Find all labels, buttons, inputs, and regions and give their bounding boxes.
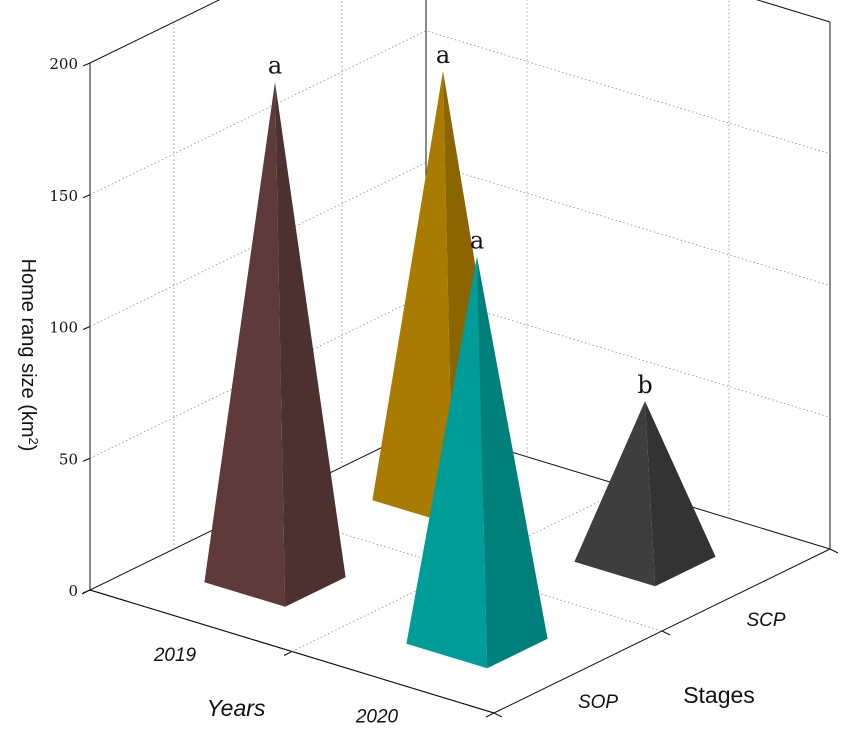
bars: a a b a (204, 41, 716, 669)
z-tick-label: 150 (49, 187, 78, 205)
pyramid-bar: a (204, 52, 346, 607)
year-label: 2020 (355, 706, 399, 727)
significance-letter: a (470, 227, 484, 255)
stage-label: SOP (578, 692, 618, 713)
significance-letter: b (637, 371, 652, 399)
z-tick-label: 100 (49, 319, 78, 337)
y-axis-title-main: Home rang size (km (17, 259, 39, 438)
significance-letter: a (436, 41, 450, 69)
pyramid-face-right (477, 256, 548, 669)
z-tick-label: 50 (59, 450, 78, 468)
pyramid-face-left (406, 256, 488, 669)
y-axis-title: Home rang size (km2) (17, 259, 41, 452)
category-labels: 2019 2020 SOP SCP (153, 610, 786, 727)
gridlines (89, 0, 831, 652)
z-tick-label: 200 (49, 55, 78, 73)
pyramid-face-right (275, 81, 346, 607)
pyramid-face-left (204, 81, 286, 607)
years-axis-title: Years (207, 695, 266, 721)
pyramid-face-right (645, 401, 716, 587)
z-tick-label: 0 (68, 582, 78, 600)
y-axis-title-sup: 2 (26, 438, 41, 445)
year-label: 2019 (153, 645, 197, 666)
significance-letter: a (268, 52, 282, 80)
pyramid-bar: b (574, 371, 716, 587)
pyramid-face-left (372, 70, 454, 525)
pyramid-face-left (574, 401, 656, 587)
stage-label: SCP (746, 610, 785, 631)
stages-axis-title: Stages (683, 682, 755, 708)
pyramid-bar: a (406, 227, 548, 669)
z-tick-labels: 0 50 100 150 200 (49, 55, 78, 600)
y-axis-title-tail: ) (17, 445, 39, 452)
